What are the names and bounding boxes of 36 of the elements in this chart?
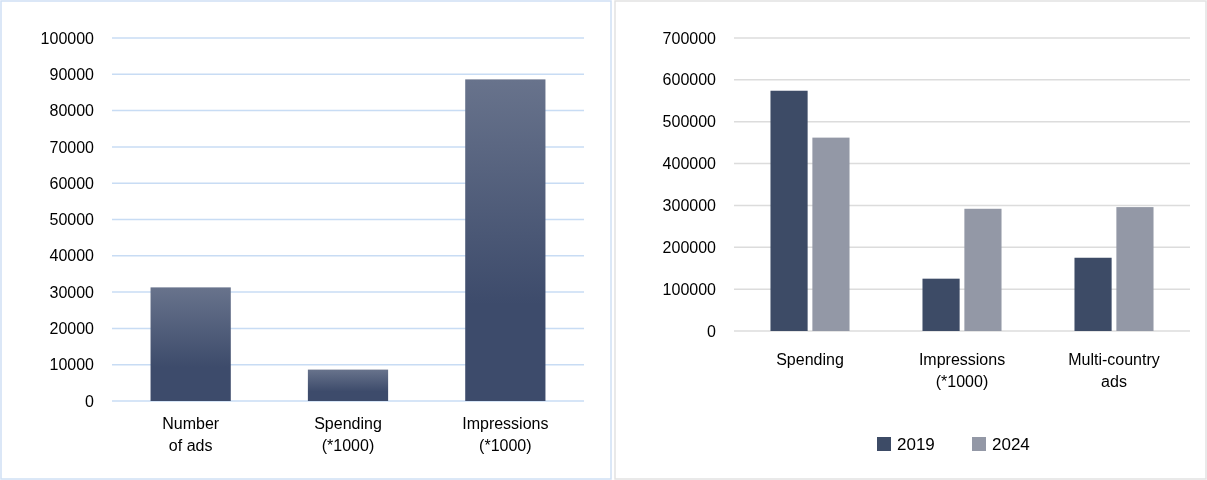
y-tick-label: 500000	[662, 113, 717, 131]
legend-label: 2019	[897, 434, 935, 454]
x-tick-label: Spending	[776, 351, 844, 368]
y-tick-label: 60000	[49, 174, 95, 192]
bar	[964, 208, 1002, 331]
bar	[307, 369, 389, 401]
y-tick-label: 50000	[49, 211, 95, 229]
y-tick-label: 100000	[662, 280, 717, 298]
x-tick-label: Impressions (*1000)	[462, 415, 549, 454]
bar	[465, 79, 546, 401]
bar	[1074, 257, 1112, 331]
y-tick-label: 90000	[49, 65, 95, 83]
x-tick-label: Multi-country ads	[1068, 351, 1160, 390]
y-tick-label: 300000	[662, 197, 717, 215]
y-tick-label: 0	[85, 392, 95, 410]
y-tick-label: 80000	[49, 102, 95, 120]
bar	[812, 137, 850, 331]
y-tick-label: 20000	[49, 320, 95, 337]
y-tick-label: 400000	[662, 155, 717, 173]
y-tick-label: 200000	[662, 238, 717, 256]
bar	[150, 287, 231, 401]
y-tick-label: 0	[707, 322, 717, 340]
bar	[922, 278, 960, 331]
y-tick-label: 700000	[662, 29, 717, 47]
x-tick-label: Spending (*1000)	[314, 415, 382, 454]
y-tick-label: 10000	[49, 356, 95, 374]
bar	[1116, 207, 1154, 331]
y-tick-label: 30000	[49, 283, 95, 301]
legend-label: 2024	[992, 434, 1030, 454]
x-tick-label: Number of ads	[162, 415, 220, 454]
y-tick-label: 100000	[40, 29, 95, 47]
x-tick-label: Impressions (*1000)	[918, 351, 1006, 390]
bar	[770, 90, 808, 331]
y-tick-label: 70000	[49, 138, 95, 156]
y-tick-label: 600000	[662, 71, 717, 89]
y-tick-label: 40000	[49, 247, 95, 265]
